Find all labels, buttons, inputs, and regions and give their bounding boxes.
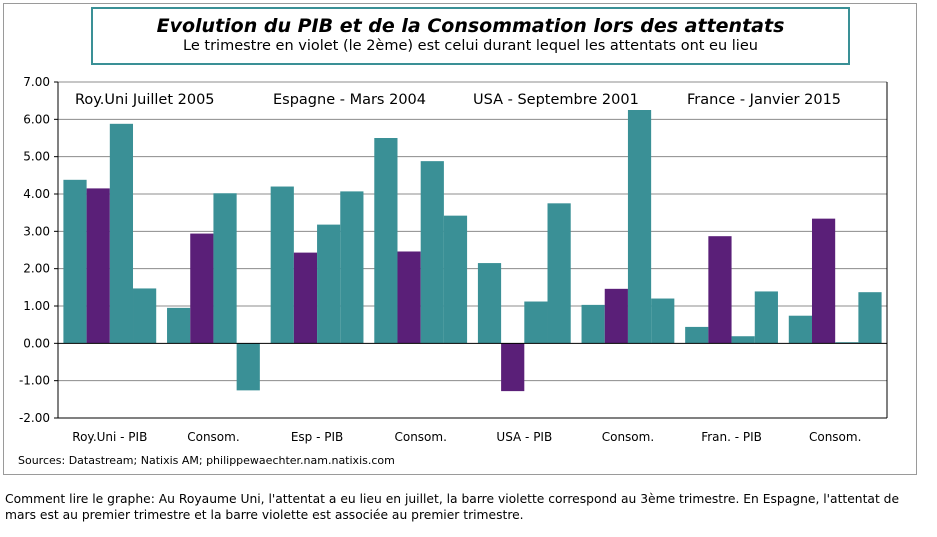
title-box: Evolution du PIB et de la Consommation l…: [91, 7, 850, 65]
y-tick-label: 1.00: [23, 299, 50, 313]
bar: [133, 288, 157, 344]
bar: [167, 307, 191, 344]
bar: [63, 179, 87, 344]
bar: [340, 191, 364, 344]
annotation-label: Espagne - Mars 2004: [273, 92, 426, 108]
bar: [858, 292, 882, 344]
gridlines: [58, 81, 887, 419]
bar: [685, 326, 709, 344]
x-tick-label: Consom.: [394, 430, 446, 444]
annotation-label: USA - Septembre 2001: [473, 92, 639, 108]
x-tick-label: Consom.: [602, 430, 654, 444]
axes: [54, 81, 888, 419]
y-tick-label: 3.00: [23, 224, 50, 238]
x-tick-label: Esp - PIB: [291, 430, 343, 444]
reading-note: Comment lire le graphe: Au Royaume Uni, …: [5, 492, 900, 522]
bar: [293, 252, 318, 344]
bar: [213, 193, 237, 344]
bar: [190, 233, 214, 344]
bar: [651, 298, 675, 344]
bar: [109, 123, 134, 344]
x-tick-label: Consom.: [187, 430, 239, 444]
bar: [420, 161, 444, 344]
x-tick-label: Roy.Uni - PIB: [72, 430, 147, 444]
bar: [443, 215, 468, 344]
x-tick-labels: Roy.Uni - PIB Consom. Esp - PIB Consom. USA …: [72, 430, 861, 444]
annotations: Roy.Uni Juillet 2005 Espagne - Mars 2004 U…: [75, 92, 841, 108]
bar: [270, 186, 294, 344]
bar: [811, 218, 836, 344]
chart-title: Evolution du PIB et de la Consommation l…: [156, 15, 785, 37]
x-tick-label: USA - PIB: [496, 430, 552, 444]
bar: [731, 336, 755, 344]
bars: [63, 110, 882, 392]
bar: [835, 342, 859, 344]
bar: [397, 251, 421, 344]
annotation-label: Roy.Uni Juillet 2005: [75, 92, 215, 108]
bar: [374, 138, 398, 344]
bar: [604, 288, 628, 344]
y-tick-label: 6.00: [23, 112, 50, 126]
y-tick-label: 2.00: [23, 262, 50, 276]
x-tick-label: Fran. - PIB: [701, 430, 762, 444]
bar: [236, 343, 260, 391]
y-tick-label: 0.00: [23, 336, 50, 350]
y-tick-labels: -2.00 -1.00 0.00 1.00 2.00 3.00 4.00 5.00 6.00 7.…: [19, 75, 50, 425]
annotation-label: France - Janvier 2015: [687, 92, 841, 108]
y-tick-label: -2.00: [19, 411, 50, 425]
chart-frame: [3, 3, 917, 475]
bar: [501, 343, 525, 392]
bar-chart: -2.00 -1.00 0.00 1.00 2.00 3.00 4.00 5.00 6.00 7.…: [18, 75, 888, 467]
chart-subtitle: Le trimestre en violet (le 2ème) est cel…: [183, 38, 758, 54]
bar: [547, 203, 571, 344]
y-tick-label: -1.00: [19, 374, 50, 388]
bar: [524, 301, 548, 344]
bar: [581, 304, 605, 344]
bar: [627, 110, 652, 344]
bar: [788, 315, 812, 344]
bar: [708, 236, 732, 344]
bar: [317, 224, 341, 344]
x-tick-label: Consom.: [809, 430, 861, 444]
y-tick-label: 5.00: [23, 150, 50, 164]
bar: [477, 263, 502, 344]
bar: [86, 188, 110, 344]
bar: [754, 291, 778, 344]
sources-text: Sources: Datastream; Natixis AM; philipp…: [18, 454, 395, 467]
y-tick-label: 7.00: [23, 75, 50, 89]
y-tick-label: 4.00: [23, 187, 50, 201]
